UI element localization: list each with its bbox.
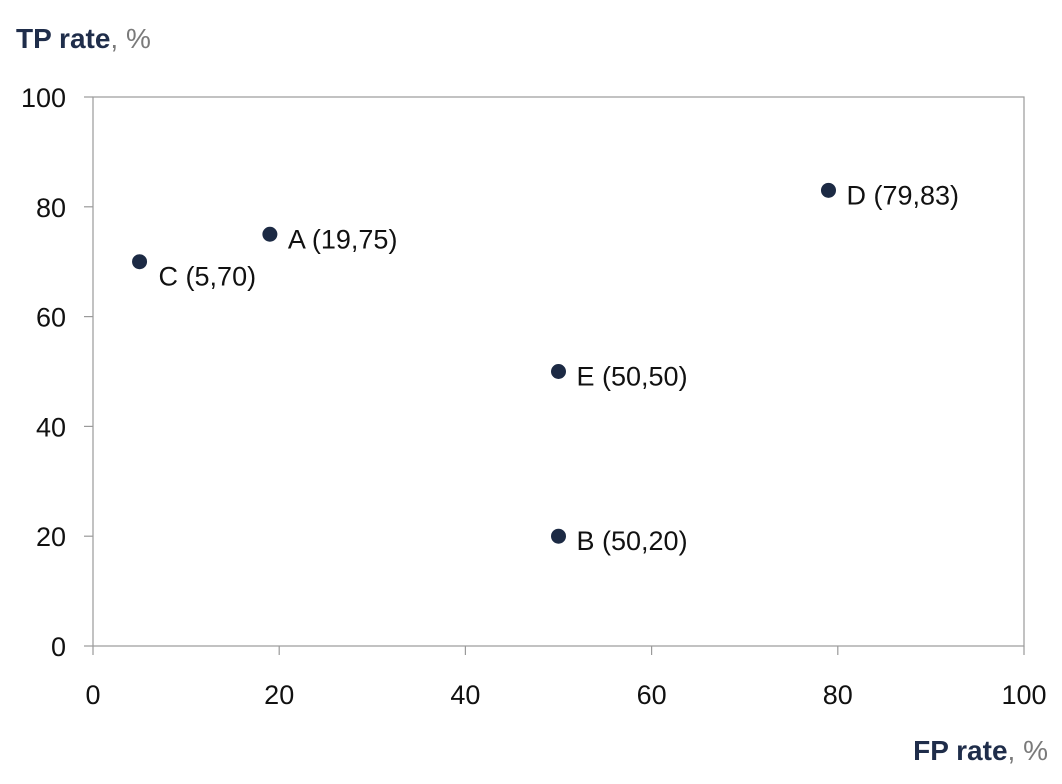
axis-ticks <box>84 96 1025 655</box>
point-label: E (50,50) <box>577 362 688 392</box>
point-marker <box>551 364 566 379</box>
plot-area <box>92 96 1025 647</box>
y-tick-label: 100 <box>21 83 66 113</box>
point-d: D (79,83) <box>820 180 959 210</box>
x-tick-label: 100 <box>1001 680 1046 710</box>
x-axis-title: FP rate, % <box>913 735 1048 766</box>
point-marker <box>262 226 278 242</box>
data-points: A (19,75) B (50,20) C (5,70) D (79,83) E (50… <box>132 180 959 556</box>
point-e: E (50,50) <box>551 362 688 392</box>
point-a: A (19,75) <box>262 224 397 254</box>
y-axis-label: TP rate <box>16 23 110 54</box>
y-tick-label: 40 <box>36 412 66 442</box>
point-label: D (79,83) <box>846 180 959 210</box>
point-marker <box>132 254 148 270</box>
point-marker <box>820 182 836 198</box>
x-axis-label: FP rate <box>913 735 1007 766</box>
y-tick-label: 0 <box>51 632 66 662</box>
point-label: B (50,20) <box>577 526 688 556</box>
point-c: C (5,70) <box>132 254 256 292</box>
x-tick-label: 40 <box>450 680 480 710</box>
point-label: A (19,75) <box>288 224 398 254</box>
x-axis-unit: , % <box>1008 735 1048 766</box>
y-tick-label: 60 <box>36 303 66 333</box>
point-label: C (5,70) <box>159 262 257 292</box>
point-marker <box>551 528 566 544</box>
x-tick-label: 20 <box>264 680 294 710</box>
x-tick-label: 80 <box>823 680 853 710</box>
x-tick-label: 60 <box>637 680 667 710</box>
y-tick-label: 80 <box>36 193 66 223</box>
axis-tick-labels: 0 20 40 60 80 100 0 20 40 60 80 100 <box>21 83 1047 710</box>
y-axis-title: TP rate, % <box>16 23 151 54</box>
y-tick-label: 20 <box>36 522 66 552</box>
y-axis-unit: , % <box>110 23 150 54</box>
x-tick-label: 0 <box>85 680 100 710</box>
point-b: B (50,20) <box>551 526 688 556</box>
